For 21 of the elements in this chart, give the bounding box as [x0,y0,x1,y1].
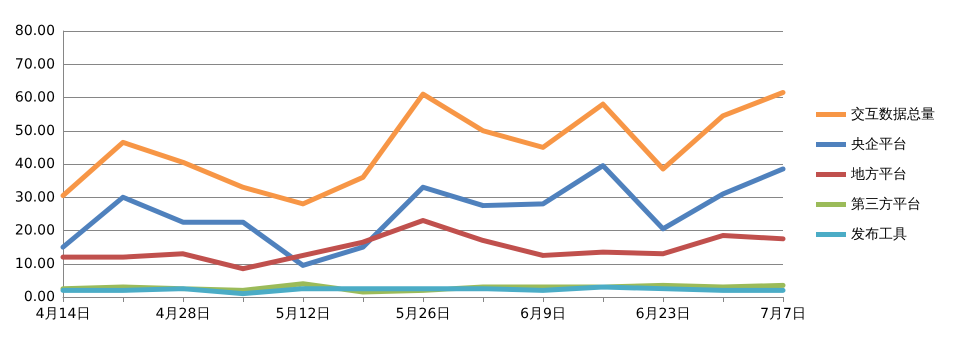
x-tick-label: 4月28日 [156,306,210,322]
x-tick-label: 4月14日 [36,306,90,322]
x-tick-label: 7月7日 [760,306,806,322]
y-tick-label: 50.00 [14,122,55,139]
y-tick-label: 20.00 [14,222,55,238]
legend-label: 发布工具 [851,226,907,242]
legend-label: 地方平台 [850,166,907,182]
x-tick-label: 5月12日 [276,306,330,322]
y-tick-label: 60.00 [14,90,55,106]
y-tick-label: 80.00 [14,23,55,39]
legend-label: 交互数据总量 [851,106,935,122]
x-tick-label: 6月23日 [636,306,690,322]
y-tick-label: 10.00 [14,256,55,272]
y-tick-label: 40.00 [14,156,55,172]
legend-label: 央企平台 [851,136,907,152]
y-tick-label: 70.00 [14,56,55,72]
x-tick-label: 6月9日 [520,306,566,322]
y-tick-label: 30.00 [14,189,55,206]
y-tick-label: 0.00 [24,289,55,305]
x-tick-label: 5月26日 [396,306,450,322]
legend-label: 第三方平台 [851,196,921,212]
